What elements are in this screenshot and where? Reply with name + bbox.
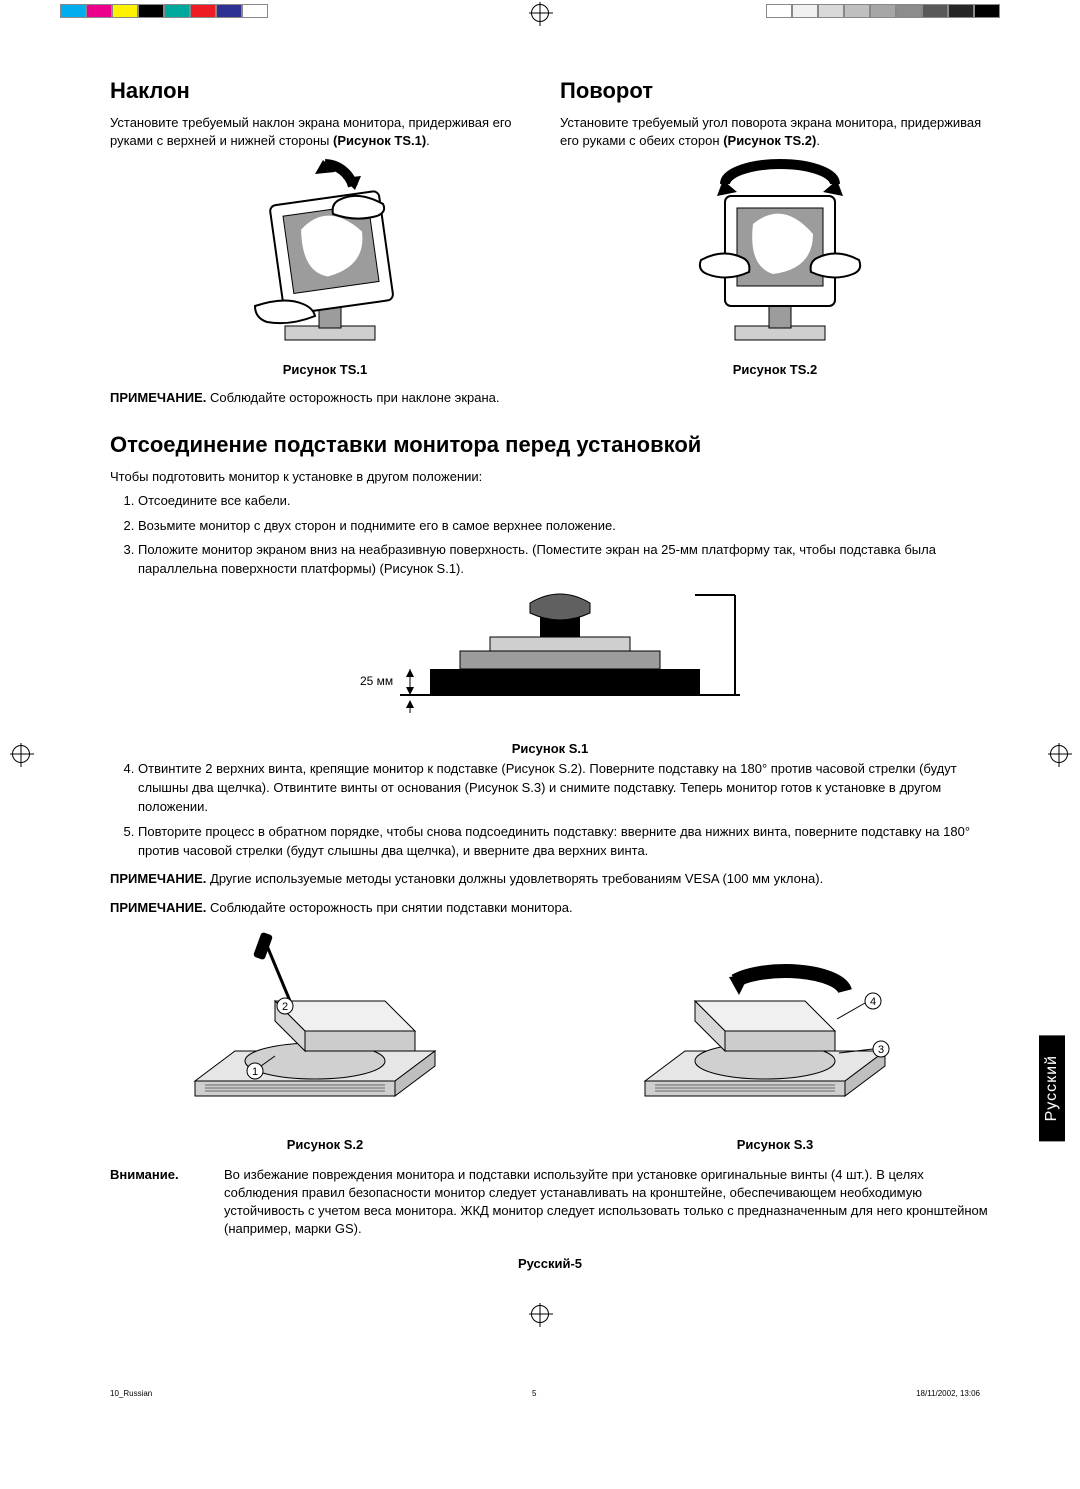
list-item: Отвинтите 2 верхних винта, крепящие мони… — [138, 760, 990, 817]
print-marks-top — [0, 0, 1080, 28]
s2-caption: Рисунок S.2 — [110, 1137, 540, 1152]
color-swatch — [896, 4, 922, 18]
detach-steps-4-5: Отвинтите 2 верхних винта, крепящие мони… — [110, 760, 990, 860]
foot-left: 10_Russian — [110, 1389, 152, 1398]
swivel-figure-icon — [665, 156, 885, 356]
color-swatch — [190, 4, 216, 18]
color-swatch — [922, 4, 948, 18]
note-tilt: ПРИМЕЧАНИЕ. Соблюдайте осторожность при … — [110, 389, 990, 407]
color-swatch — [974, 4, 1000, 18]
callout-3: 3 — [878, 1044, 884, 1056]
note-remove-stand: ПРИМЕЧАНИЕ. Соблюдайте осторожность при … — [110, 899, 990, 917]
detach-steps-1-3: Отсоедините все кабели. Возьмите монитор… — [110, 492, 990, 579]
color-swatch — [844, 4, 870, 18]
foot-right: 18/11/2002, 13:06 — [916, 1389, 980, 1398]
color-swatch — [766, 4, 792, 18]
list-item: Повторите процесс в обратном порядке, чт… — [138, 823, 990, 861]
callout-2: 2 — [282, 1001, 288, 1013]
registration-mark-icon — [1050, 745, 1068, 763]
imposition-footer: 10_Russian 5 18/11/2002, 13:06 — [110, 1389, 980, 1398]
tilt-caption: Рисунок TS.1 — [110, 362, 540, 377]
caution-block: Внимание. Во избежание повреждения монит… — [110, 1166, 990, 1239]
s3-caption: Рисунок S.3 — [560, 1137, 990, 1152]
s1-caption: Рисунок S.1 — [110, 741, 990, 756]
list-item: Положите монитор экраном вниз на неабраз… — [138, 541, 990, 579]
page-footer: Русский-5 — [110, 1256, 990, 1271]
figure-s1-icon: 25 мм — [340, 585, 760, 735]
figure-s2-icon: 2 1 — [175, 931, 475, 1131]
detach-heading: Отсоединение подставки монитора перед ус… — [110, 432, 990, 458]
registration-mark-icon — [531, 4, 549, 22]
note-vesa: ПРИМЕЧАНИЕ. Другие используемые методы у… — [110, 870, 990, 888]
print-marks-bottom — [0, 1301, 1080, 1329]
color-swatch — [138, 4, 164, 18]
callout-1: 1 — [252, 1066, 258, 1078]
tilt-column: Наклон Установите требуемый наклон экран… — [110, 78, 540, 379]
callout-4: 4 — [870, 996, 876, 1008]
caution-label: Внимание. — [110, 1166, 200, 1239]
s1-dim-label: 25 мм — [360, 674, 393, 688]
foot-mid: 5 — [532, 1389, 536, 1398]
detach-intro: Чтобы подготовить монитор к установке в … — [110, 468, 990, 486]
language-tab: Русский — [1039, 1035, 1065, 1141]
color-swatch — [216, 4, 242, 18]
list-item: Возьмите монитор с двух сторон и подними… — [138, 517, 990, 536]
list-item: Отсоедините все кабели. — [138, 492, 990, 511]
color-swatch — [86, 4, 112, 18]
swivel-caption: Рисунок TS.2 — [560, 362, 990, 377]
swivel-column: Поворот Установите требуемый угол поворо… — [560, 78, 990, 379]
color-swatch — [242, 4, 268, 18]
registration-mark-icon — [12, 745, 30, 763]
figure-s3-icon: 4 3 — [625, 931, 925, 1131]
color-swatch — [112, 4, 138, 18]
color-swatch — [164, 4, 190, 18]
swivel-body: Установите требуемый угол поворота экран… — [560, 114, 990, 150]
registration-mark-icon — [531, 1305, 549, 1323]
color-swatch — [818, 4, 844, 18]
color-swatch — [792, 4, 818, 18]
tilt-figure-icon — [215, 156, 435, 356]
color-swatch — [60, 4, 86, 18]
tilt-body: Установите требуемый наклон экрана монит… — [110, 114, 540, 150]
color-swatch — [948, 4, 974, 18]
tilt-heading: Наклон — [110, 78, 540, 104]
color-swatch — [870, 4, 896, 18]
swivel-heading: Поворот — [560, 78, 990, 104]
caution-text: Во избежание повреждения монитора и подс… — [224, 1166, 990, 1239]
